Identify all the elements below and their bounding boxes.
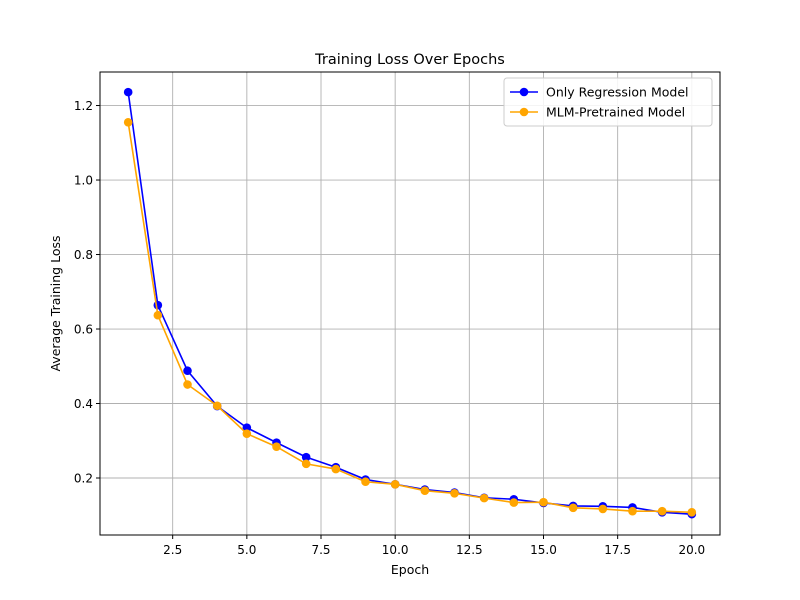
x-tick-label: 15.0: [530, 543, 557, 557]
legend-item: MLM-Pretrained Model: [510, 105, 685, 120]
y-tick-label: 1.2: [74, 99, 93, 113]
data-point: [242, 423, 252, 433]
y-tick-label: 1.0: [74, 174, 93, 188]
y-tick-label: 0.6: [74, 323, 93, 337]
x-tick-label: 7.5: [311, 543, 330, 557]
y-axis-ticks: 0.2 0.4 0.6 0.8 1.0 1.2: [74, 99, 100, 486]
series-lines: [123, 87, 697, 519]
data-point: [242, 429, 252, 438]
data-point: [479, 493, 489, 503]
y-axis-label: Average Training Loss: [48, 235, 63, 371]
data-point: [153, 310, 163, 320]
x-axis-label: Epoch: [391, 562, 429, 577]
y-tick-label: 0.8: [74, 248, 93, 262]
chart-title: Training Loss Over Epochs: [314, 52, 505, 68]
grid: [100, 72, 720, 535]
data-point: [301, 459, 311, 469]
legend-marker: [519, 87, 529, 97]
data-point: [331, 464, 341, 474]
data-point: [123, 87, 133, 97]
data-point: [183, 380, 192, 389]
legend-item: Only Regression Model: [510, 85, 688, 100]
data-point: [628, 506, 637, 516]
legend: Only Regression Model MLM-Pretrained Mode…: [503, 77, 713, 127]
y-tick-label: 0.4: [74, 397, 93, 411]
data-point: [568, 503, 578, 513]
data-point: [598, 504, 608, 514]
data-point: [361, 477, 370, 487]
data-point: [183, 366, 192, 376]
data-point: [123, 117, 133, 127]
data-point: [509, 498, 519, 507]
legend-label: MLM-Pretrained Model: [546, 105, 685, 120]
legend-marker: [519, 107, 529, 117]
legend-box: [503, 77, 713, 127]
legend-label: Only Regression Model: [546, 85, 688, 100]
y-tick-label: 0.2: [74, 472, 93, 486]
x-axis-ticks: 2.5 5.0 7.5 10.0 12.5 15.0 17.5 20.0: [163, 535, 705, 557]
data-point: [450, 488, 459, 498]
x-tick-label: 17.5: [604, 543, 631, 557]
data-point: [687, 507, 697, 517]
x-tick-label: 12.5: [456, 543, 483, 557]
data-point: [390, 480, 400, 489]
data-point: [420, 486, 430, 495]
series-2: [123, 117, 697, 517]
x-tick-label: 5.0: [237, 543, 256, 557]
data-point: [212, 401, 222, 411]
x-tick-label: 10.0: [382, 543, 409, 557]
x-tick-label: 20.0: [678, 543, 705, 557]
data-point: [272, 442, 281, 452]
data-point: [657, 506, 667, 516]
series-line: [127, 122, 692, 514]
plot-area-frame: [99, 71, 721, 536]
data-point: [539, 497, 548, 507]
data-point: [153, 300, 163, 310]
x-tick-label: 2.5: [163, 543, 182, 557]
data-point: [301, 452, 311, 462]
